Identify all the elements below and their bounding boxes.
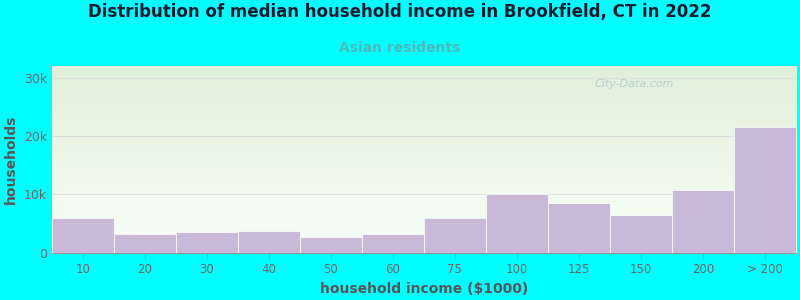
Bar <box>52 218 114 253</box>
X-axis label: household income ($1000): household income ($1000) <box>320 282 528 296</box>
Bar <box>486 194 548 253</box>
Y-axis label: households: households <box>4 115 18 204</box>
Bar <box>238 231 300 253</box>
Bar <box>672 190 734 253</box>
Bar <box>362 234 424 253</box>
Bar <box>424 218 486 253</box>
Bar <box>114 234 176 253</box>
Text: City-Data.com: City-Data.com <box>595 79 674 89</box>
Bar <box>610 215 672 253</box>
Text: Asian residents: Asian residents <box>339 40 461 55</box>
Text: Distribution of median household income in Brookfield, CT in 2022: Distribution of median household income … <box>88 3 712 21</box>
Bar <box>300 236 362 253</box>
Bar <box>176 232 238 253</box>
Bar <box>734 127 796 253</box>
Bar <box>548 203 610 253</box>
